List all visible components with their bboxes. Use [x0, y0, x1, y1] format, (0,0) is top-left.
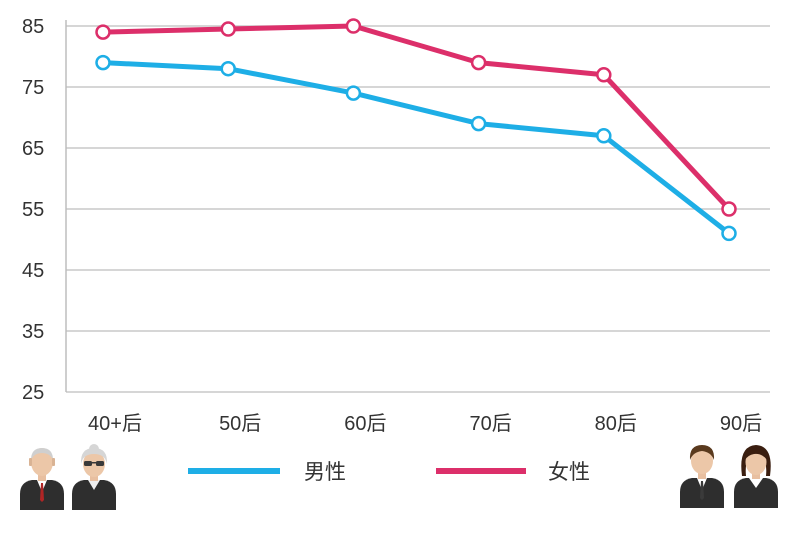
data-point-s1-0 — [95, 24, 111, 40]
data-point-s1-3 — [470, 54, 487, 71]
x-tick-label-2: 60后 — [344, 412, 386, 435]
data-point-s1-1 — [220, 21, 236, 37]
data-point-s0-3 — [470, 115, 487, 132]
series-points — [95, 18, 737, 242]
legend-label-female: 女性 — [548, 461, 590, 484]
data-point-s0-2 — [345, 85, 362, 101]
data-point-s1-4 — [596, 67, 612, 83]
x-tick-label-0: 40+后 — [88, 412, 142, 435]
elderly-woman-icon — [72, 444, 116, 510]
y-tick-label-55: 55 — [22, 199, 44, 221]
elderly-man-icon — [20, 448, 64, 510]
series-lines — [100, 23, 732, 236]
data-point-s1-5 — [721, 201, 737, 217]
y-tick-label-85: 85 — [22, 16, 44, 38]
data-point-s0-5 — [721, 225, 737, 242]
x-tick-label-1: 50后 — [219, 412, 261, 435]
y-tick-label-45: 45 — [22, 260, 44, 282]
x-tick-label-5: 90后 — [720, 412, 762, 435]
grid-lines — [66, 25, 770, 393]
x-tick-label-4: 80后 — [595, 412, 637, 435]
legend: 男性 女性 — [188, 461, 590, 484]
data-point-s1-2 — [345, 18, 362, 34]
x-tick-label-3: 70后 — [469, 412, 511, 435]
data-point-s0-4 — [596, 128, 612, 144]
x-tick-labels: 40+后 50后 60后 70后 80后 90后 — [88, 412, 762, 435]
y-tick-label-35: 35 — [22, 321, 44, 343]
young-man-icon — [680, 445, 724, 508]
data-point-s0-0 — [95, 54, 111, 71]
y-tick-labels: 25 35 45 55 65 75 85 — [22, 16, 44, 404]
y-tick-label-25: 25 — [22, 382, 44, 404]
young-woman-icon — [734, 445, 778, 508]
series-line-0 — [100, 60, 732, 236]
legend-label-male: 男性 — [304, 461, 346, 484]
data-point-s0-1 — [220, 60, 236, 77]
y-tick-label-75: 75 — [22, 77, 44, 99]
series-line-1 — [100, 23, 732, 212]
y-tick-label-65: 65 — [22, 138, 44, 160]
